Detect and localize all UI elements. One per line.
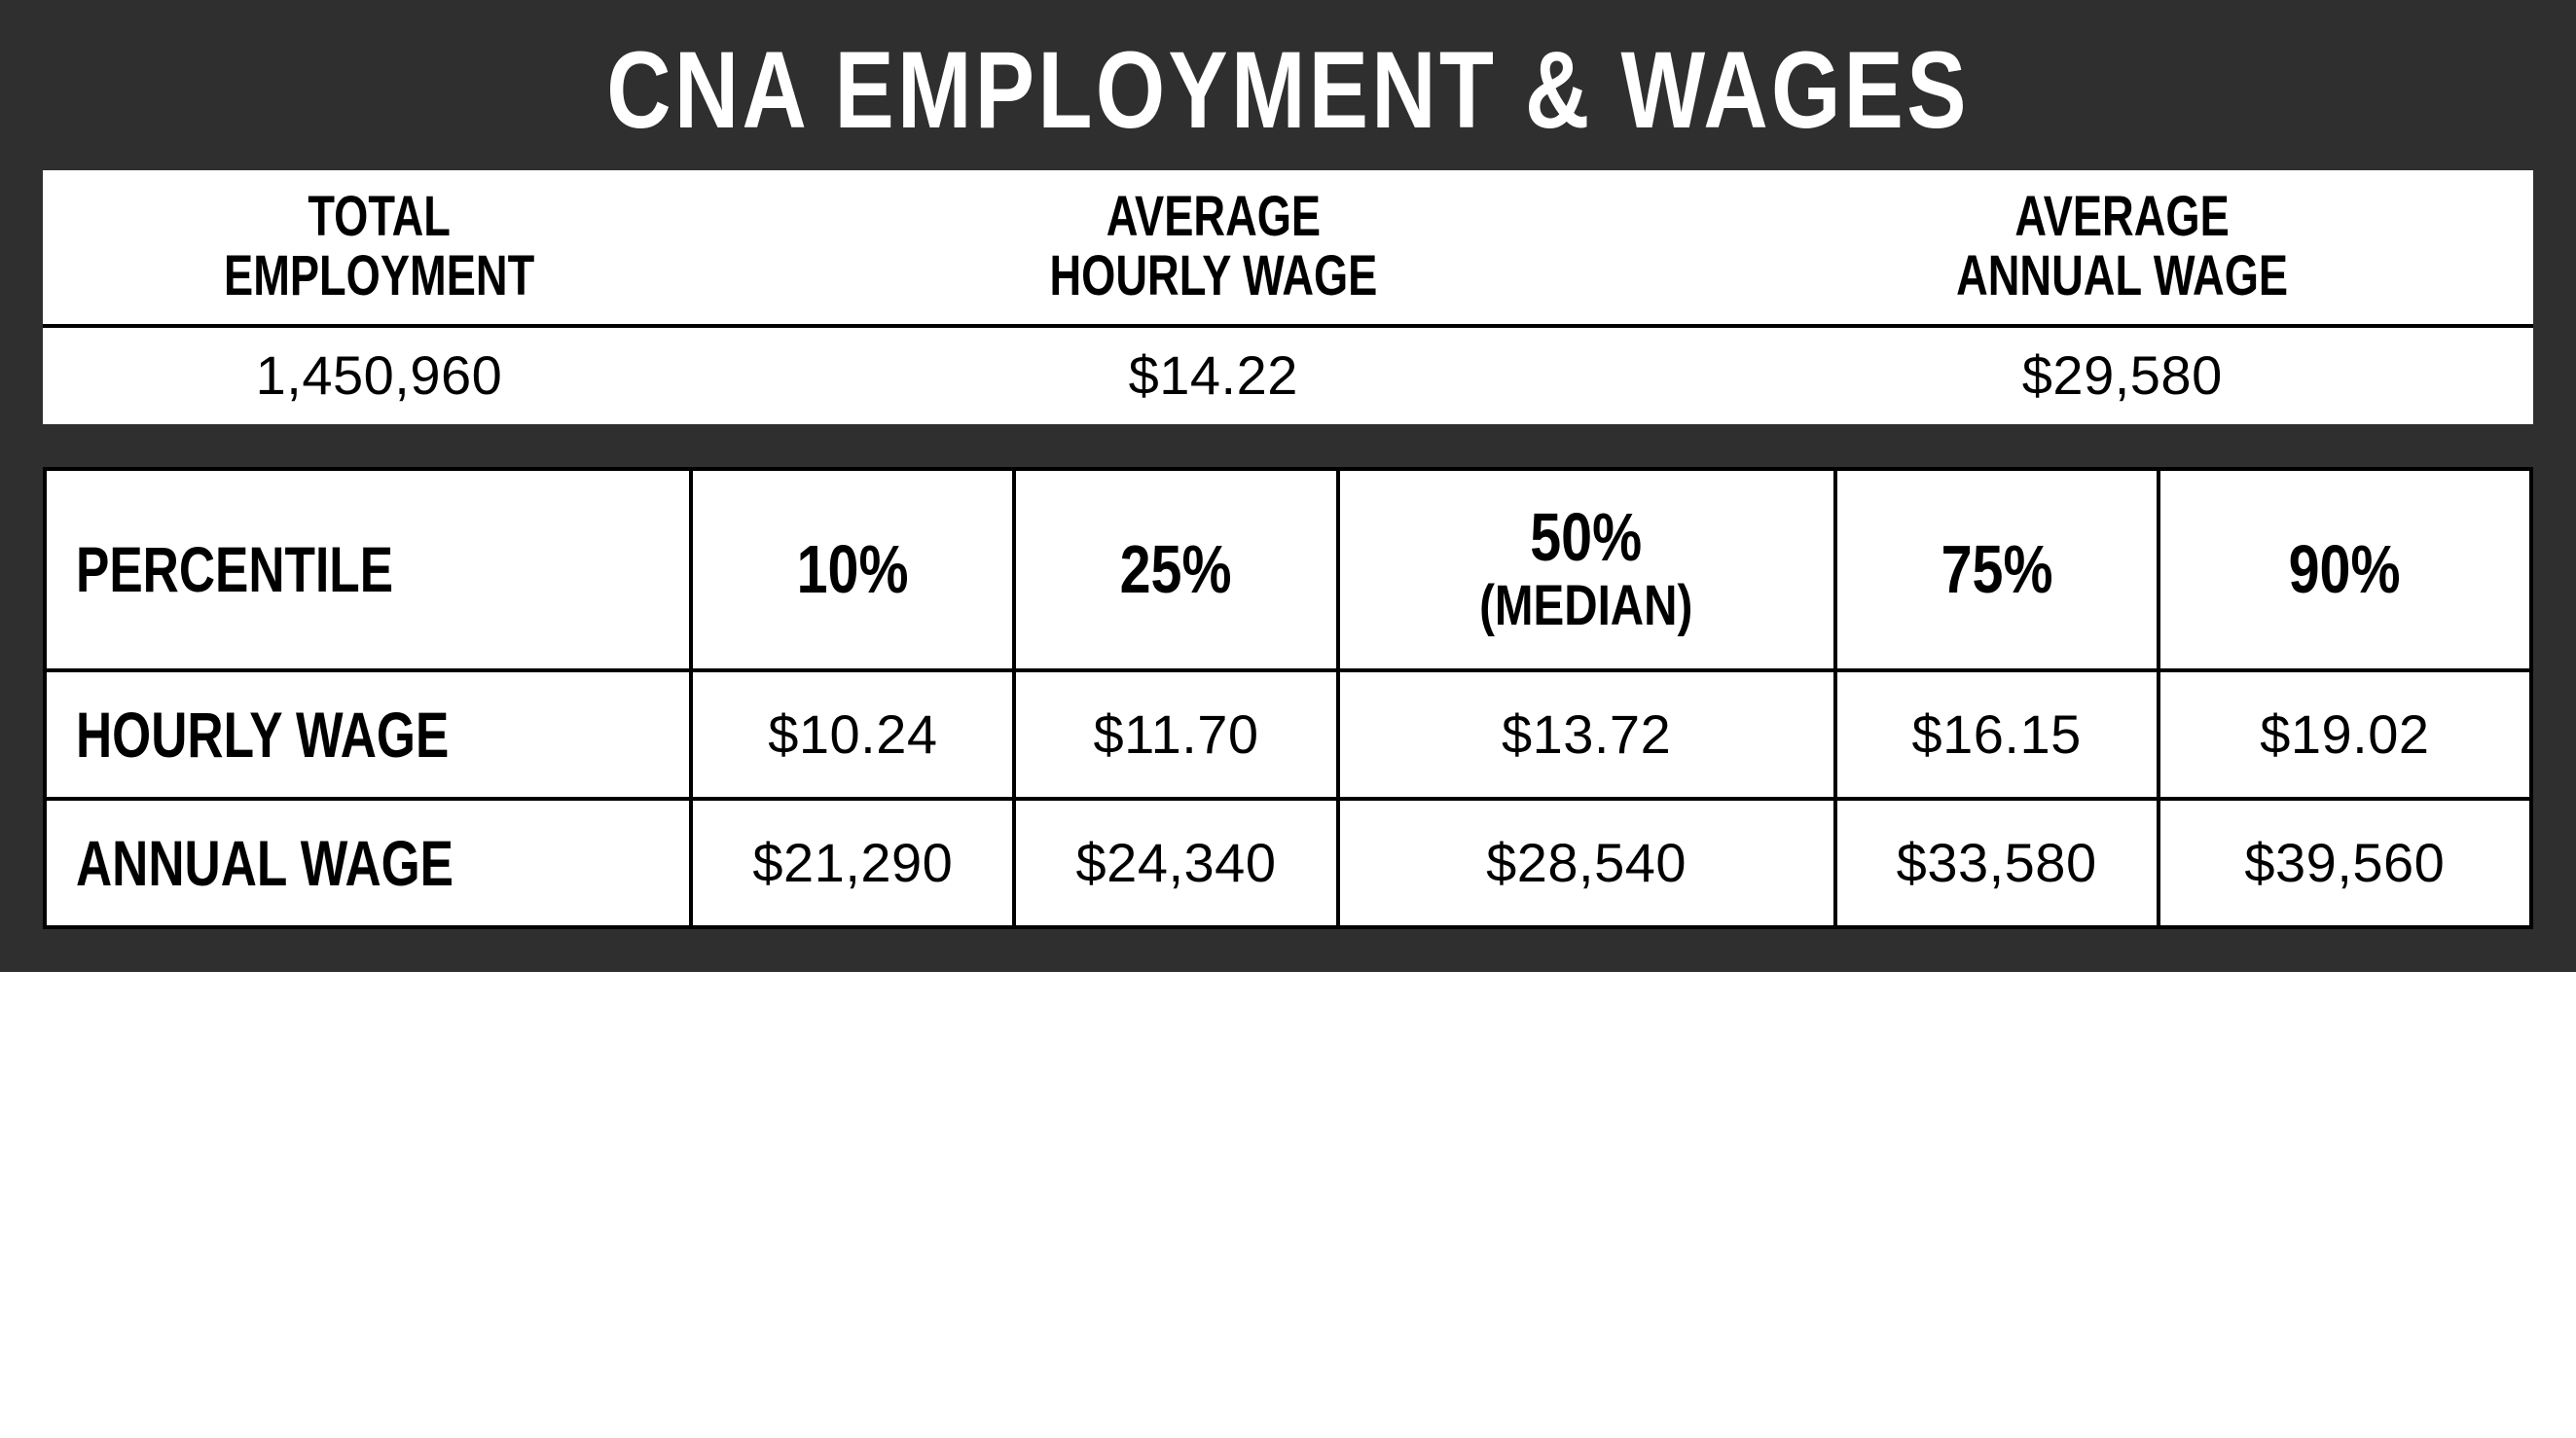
value-avg-annual: $29,580 xyxy=(1712,326,2533,424)
annual-p90: $39,560 xyxy=(2159,799,2531,927)
summary-table: TOTAL EMPLOYMENT AVERAGE HOURLY WAGE AVE… xyxy=(43,170,2533,424)
hourly-wage-row: HOURLY WAGE $10.24 $11.70 $13.72 $16.15 … xyxy=(45,670,2531,799)
header-p25: 25% xyxy=(1014,469,1337,670)
annual-p75: $33,580 xyxy=(1835,799,2159,927)
value-total-employment: 1,450,960 xyxy=(43,326,715,424)
hourly-wage-label-text: HOURLY WAGE xyxy=(76,698,449,772)
annual-p10: $21,290 xyxy=(691,799,1014,927)
header-total-employment-line1: TOTAL xyxy=(308,185,451,248)
percentile-header-row: PERCENTILE 10% 25% 50% (MEDIAN) 75% xyxy=(45,469,2531,670)
header-total-employment-line2: EMPLOYMENT xyxy=(224,244,534,307)
annual-wage-label-text: ANNUAL WAGE xyxy=(76,826,454,900)
header-avg-annual-line2: ANNUAL WAGE xyxy=(1956,244,2288,307)
annual-p25: $24,340 xyxy=(1014,799,1337,927)
hourly-p10: $10.24 xyxy=(691,670,1014,799)
header-total-employment: TOTAL EMPLOYMENT xyxy=(43,170,715,326)
percentile-table: PERCENTILE 10% 25% 50% (MEDIAN) 75% xyxy=(43,467,2533,929)
p10-text: 10% xyxy=(797,532,909,607)
p50-text: 50% xyxy=(1531,499,1643,575)
header-p90: 90% xyxy=(2159,469,2531,670)
header-percentile-label: PERCENTILE xyxy=(45,469,691,670)
header-p75: 75% xyxy=(1835,469,2159,670)
percentile-label-text: PERCENTILE xyxy=(76,532,393,606)
header-avg-annual: AVERAGE ANNUAL WAGE xyxy=(1712,170,2533,326)
hourly-p90: $19.02 xyxy=(2159,670,2531,799)
annual-p50: $28,540 xyxy=(1338,799,1835,927)
header-p50: 50% (MEDIAN) xyxy=(1338,469,1835,670)
p25-text: 25% xyxy=(1120,532,1232,607)
main-title: CNA EMPLOYMENT & WAGES xyxy=(267,27,2308,153)
hourly-p50: $13.72 xyxy=(1338,670,1835,799)
header-avg-hourly-line2: HOURLY WAGE xyxy=(1049,244,1377,307)
p90-text: 90% xyxy=(2289,532,2401,607)
infographic-container: CNA EMPLOYMENT & WAGES TOTAL EMPLOYMENT … xyxy=(0,0,2576,972)
annual-wage-row: ANNUAL WAGE $21,290 $24,340 $28,540 $33,… xyxy=(45,799,2531,927)
value-avg-hourly: $14.22 xyxy=(715,326,1712,424)
summary-value-row: 1,450,960 $14.22 $29,580 xyxy=(43,326,2533,424)
header-avg-hourly-line1: AVERAGE xyxy=(1107,185,1321,248)
hourly-p75: $16.15 xyxy=(1835,670,2159,799)
p50-sub-text: (MEDIAN) xyxy=(1479,575,1692,637)
summary-header-row: TOTAL EMPLOYMENT AVERAGE HOURLY WAGE AVE… xyxy=(43,170,2533,326)
header-p10: 10% xyxy=(691,469,1014,670)
hourly-wage-label: HOURLY WAGE xyxy=(45,670,691,799)
header-avg-hourly: AVERAGE HOURLY WAGE xyxy=(715,170,1712,326)
p75-text: 75% xyxy=(1941,532,2052,607)
hourly-p25: $11.70 xyxy=(1014,670,1337,799)
annual-wage-label: ANNUAL WAGE xyxy=(45,799,691,927)
header-avg-annual-line1: AVERAGE xyxy=(2015,185,2230,248)
